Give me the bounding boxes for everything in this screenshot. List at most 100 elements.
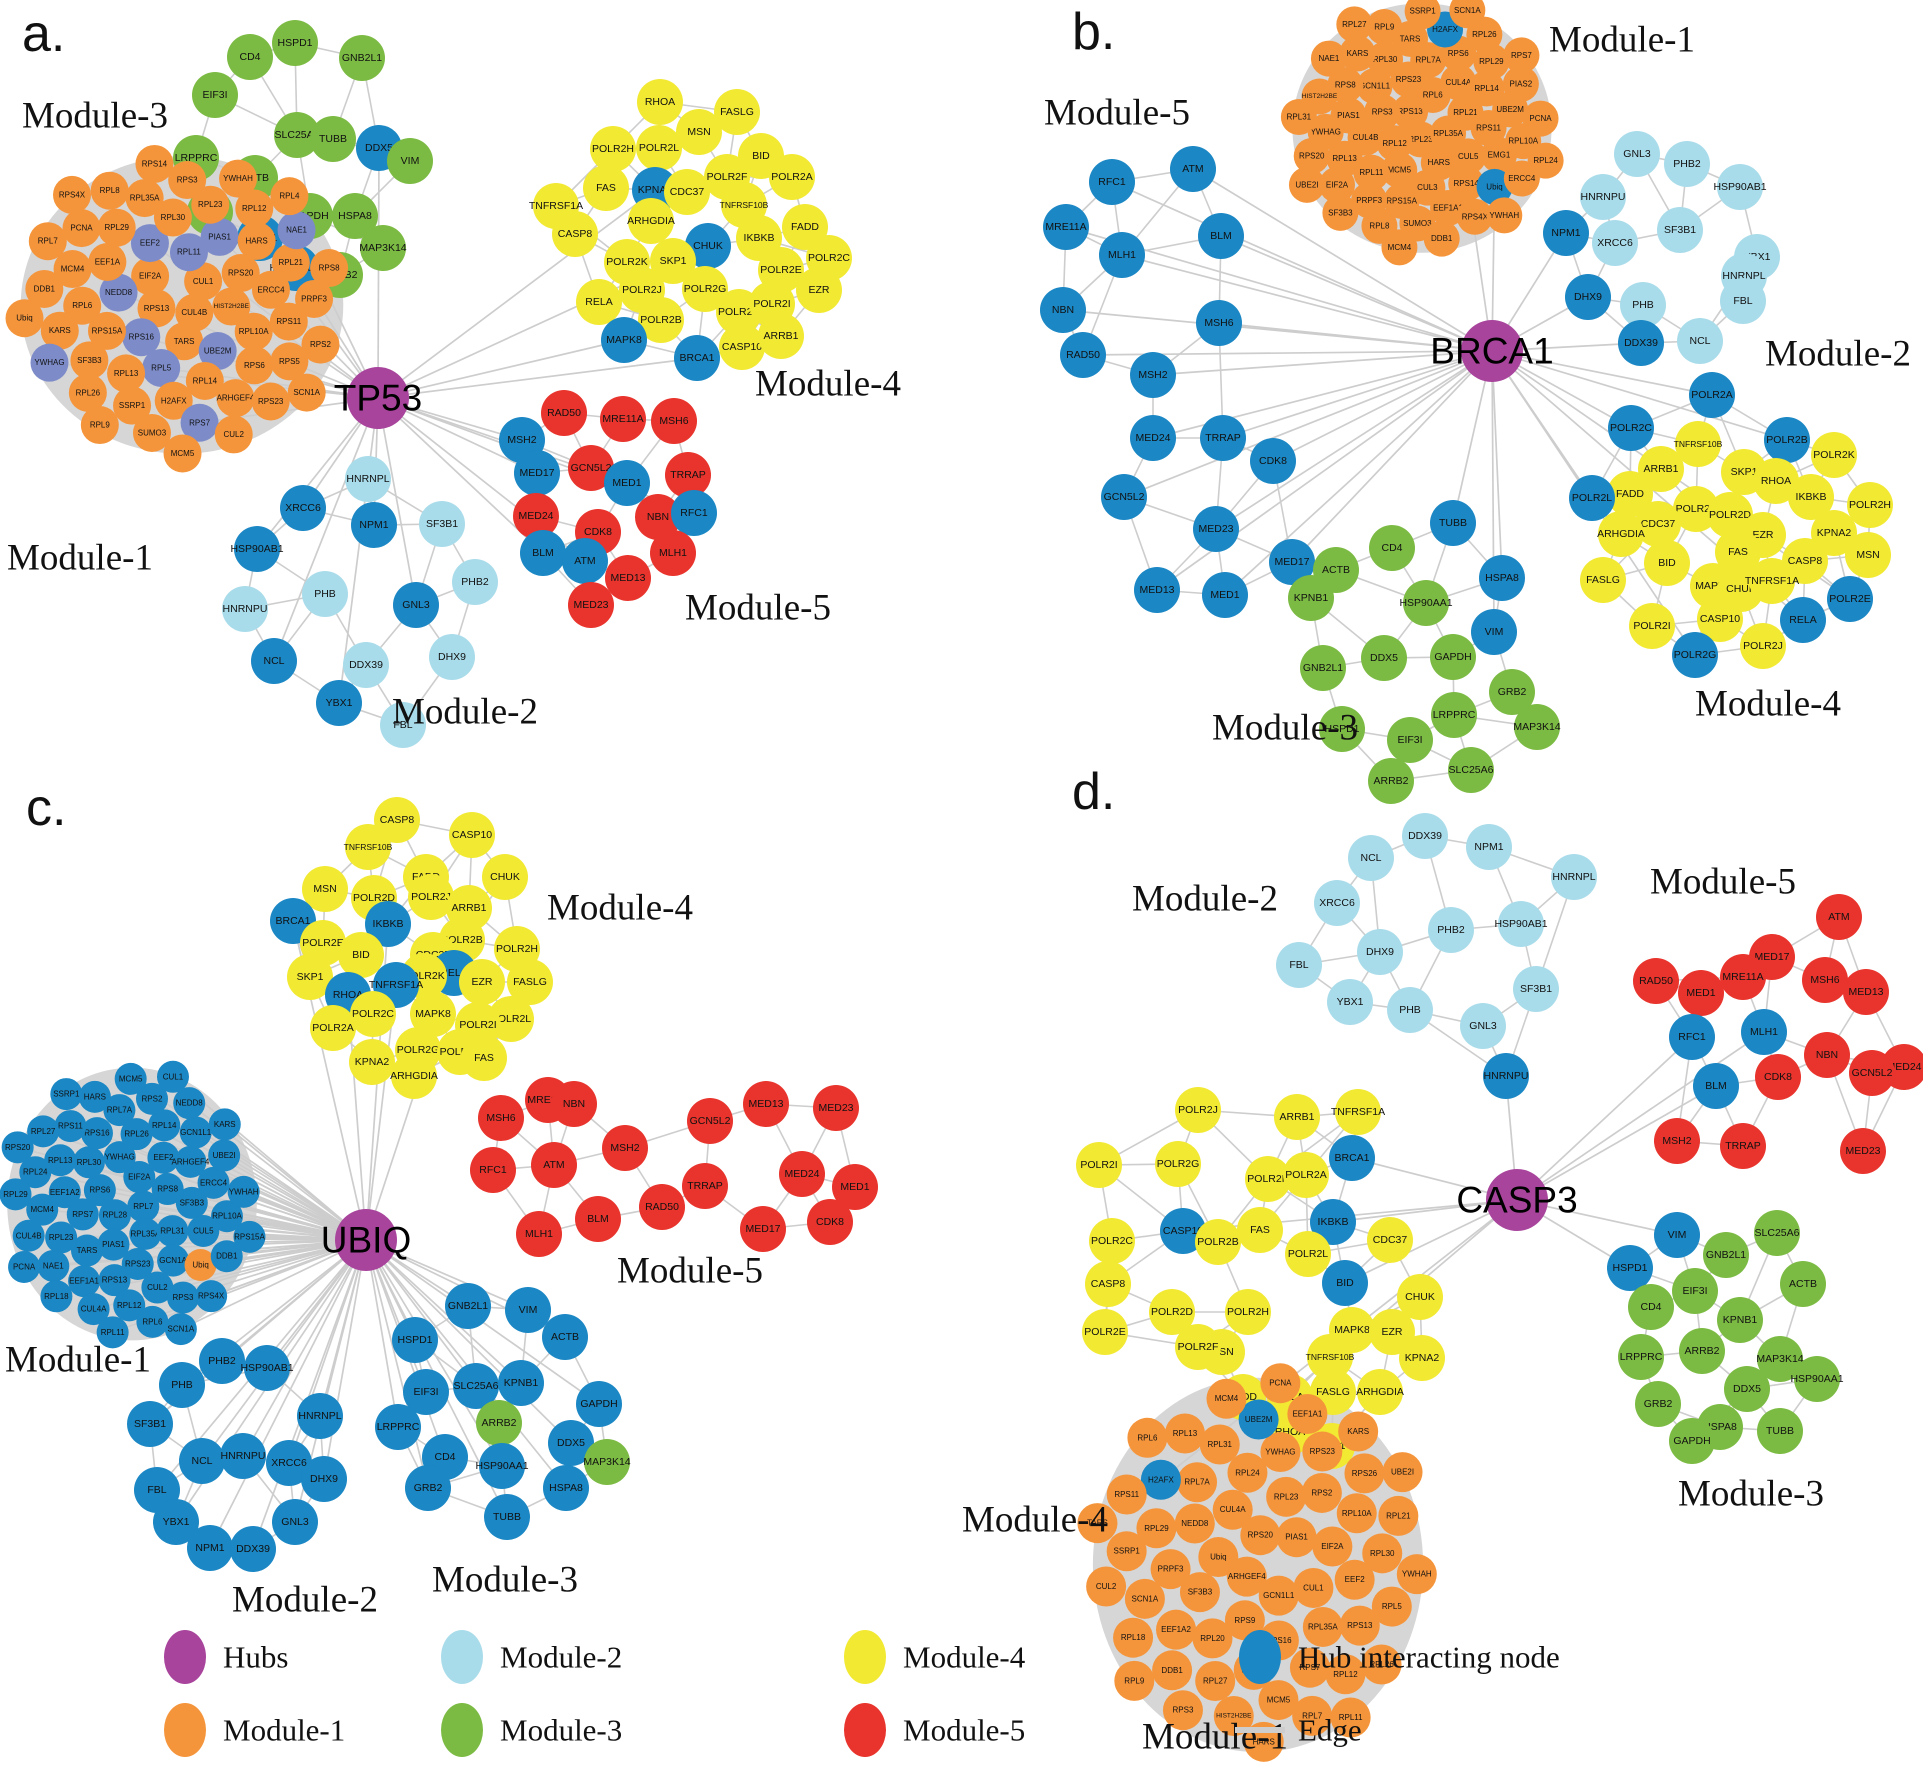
node-label: PCNA xyxy=(1269,1379,1292,1388)
node-label: ARHGDIA xyxy=(627,215,675,227)
node-FASLG: FASLG xyxy=(714,89,760,135)
node-circle-RPL7 xyxy=(127,1190,160,1223)
node-label: SLC25A6 xyxy=(1755,1227,1800,1239)
node-label: Ubiq xyxy=(16,314,32,323)
node-TARS: TARS xyxy=(70,1234,103,1267)
node-RPS4X: RPS4X xyxy=(1456,198,1493,235)
node-circle-POLR2I xyxy=(1076,1142,1122,1188)
node-label: YBX1 xyxy=(326,697,353,709)
node-label: POLR2J xyxy=(411,891,451,903)
node-circle-NCL xyxy=(1677,318,1723,364)
node-circle-VIM xyxy=(1654,1212,1700,1258)
node-HARS: HARS xyxy=(78,1080,111,1113)
node-label: POLR2A xyxy=(312,1022,353,1034)
node-circle-NCL xyxy=(179,1438,225,1484)
node-label: POLR2L xyxy=(491,1013,531,1025)
node-circle-FAS xyxy=(583,165,629,211)
node-circle-RPL6 xyxy=(63,286,102,325)
node-circle-CDC37 xyxy=(1367,1217,1413,1263)
node-circle-DDB1 xyxy=(1423,220,1460,257)
node-label: GCN5L2 xyxy=(1104,491,1145,503)
node-label: MSN xyxy=(687,126,710,138)
node-label: POLR2K xyxy=(1247,1173,1288,1185)
node-circle-RPL18 xyxy=(40,1280,73,1313)
node-circle-EIF3I xyxy=(1387,717,1433,763)
node-label: HNRNPU xyxy=(1484,1070,1529,1082)
node-RPS2: RPS2 xyxy=(1301,1472,1342,1513)
module-label-module-3: Module-3 xyxy=(432,1560,578,1601)
node-circle-RPS20 xyxy=(221,254,260,293)
node-label: FAS xyxy=(1728,546,1748,558)
node-circle-DHX9 xyxy=(429,634,475,680)
hub-label: TP53 xyxy=(334,378,422,419)
node-circle-DHX9 xyxy=(1357,929,1403,975)
node-circle-CASP8 xyxy=(1085,1261,1131,1307)
node-PHB2: PHB2 xyxy=(1428,907,1474,953)
node-circle-GCN1A xyxy=(157,1244,190,1277)
node-PHB2: PHB2 xyxy=(452,559,498,605)
node-EIF3I: EIF3I xyxy=(1387,717,1433,763)
node-circle-MSH6 xyxy=(651,398,697,444)
node-circle-POLR2G xyxy=(682,266,728,312)
node-label: POLR2L xyxy=(1288,1248,1328,1260)
node-label: POLR2J xyxy=(622,284,662,296)
node-HSPD1: HSPD1 xyxy=(1319,706,1365,752)
node-RPL30: RPL30 xyxy=(1367,41,1404,78)
node-RPS20: RPS20 xyxy=(221,254,260,293)
node-TRRAP: TRRAP xyxy=(665,452,711,498)
hub-edge xyxy=(377,339,625,399)
node-label: YWHAG xyxy=(105,1153,135,1162)
node-circle-MSN xyxy=(1845,532,1891,578)
node-circle-RPL23 xyxy=(45,1221,78,1254)
node-circle-SKP1 xyxy=(287,954,333,1000)
node-circle-BID xyxy=(1322,1260,1368,1306)
node-circle-PCNA xyxy=(62,209,101,248)
node-RPS7: RPS7 xyxy=(1503,37,1540,74)
node-circle-RPL23 xyxy=(191,185,230,224)
node-RPL7: RPL7 xyxy=(1292,1695,1333,1736)
node-DHX9: DHX9 xyxy=(1357,929,1403,975)
node-label: TNFRSF10B xyxy=(344,842,393,852)
node-label: RPS16 xyxy=(1266,1636,1292,1645)
node-label: CUL5 xyxy=(1458,152,1479,161)
node-POLR2C: POLR2C xyxy=(1089,1218,1135,1264)
node-label: DDX39 xyxy=(236,1543,270,1555)
node-label: TARS xyxy=(1400,34,1421,43)
node-HIST2H2BE: HIST2H2BE xyxy=(1213,1695,1254,1736)
node-MLH1: MLH1 xyxy=(516,1211,562,1257)
node-label: HIST2H2BE xyxy=(214,303,250,310)
node-EEF1A2: EEF1A2 xyxy=(48,1176,81,1209)
node-circle-HSP90AB1 xyxy=(244,1345,290,1391)
node-label: POLR2G xyxy=(397,1044,440,1056)
node-POLR2D: POLR2D xyxy=(1707,492,1753,538)
node-label: RPL30 xyxy=(1373,55,1398,64)
node-label: RPL12 xyxy=(1382,139,1407,148)
node-LRPPRC: LRPPRC xyxy=(1618,1334,1664,1380)
node-circle-MED1 xyxy=(1202,572,1248,618)
node-circle-TNFRSF10B xyxy=(1675,421,1721,467)
node-circle-TARS xyxy=(165,322,204,361)
node-label: FAS xyxy=(596,182,616,194)
legend-item-module-1: Module-1 xyxy=(164,1703,345,1757)
node-label: EIF2A xyxy=(128,1173,151,1182)
node-CASP8: CASP8 xyxy=(1782,538,1828,584)
node-label: TUBB xyxy=(493,1511,521,1523)
node-RPL30: RPL30 xyxy=(72,1146,105,1179)
node-label: ARRB1 xyxy=(1643,463,1678,475)
node-label: RHOA xyxy=(645,96,675,108)
node-circle-GCN5L2 xyxy=(687,1098,733,1144)
node-circle-HSP90AB1 xyxy=(234,526,280,572)
node-circle-FAS xyxy=(1715,529,1761,575)
node-circle-CD4 xyxy=(1369,525,1415,571)
node-CDK8: CDK8 xyxy=(1755,1054,1801,1100)
node-label: KPNA2 xyxy=(1405,1352,1440,1364)
node-label: HSPA8 xyxy=(549,1482,583,1494)
node-circle-GNL3 xyxy=(1460,1003,1506,1049)
node-PRPF3: PRPF3 xyxy=(1150,1549,1191,1590)
node-label: ACTB xyxy=(1322,564,1350,576)
node-label: GNB2L1 xyxy=(1706,1249,1746,1261)
node-EIF2A: EIF2A xyxy=(131,257,170,296)
node-label: GNL3 xyxy=(1623,148,1651,160)
node-label: RPS7 xyxy=(1511,51,1532,60)
node-label: RPS3 xyxy=(1173,1706,1194,1715)
